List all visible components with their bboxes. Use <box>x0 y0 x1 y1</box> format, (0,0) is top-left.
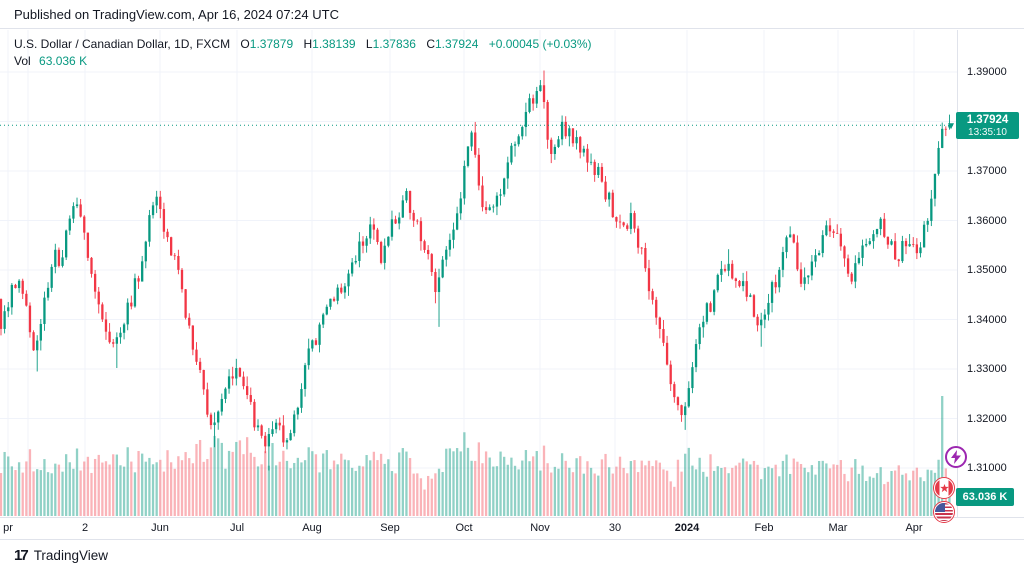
symbol-title[interactable]: U.S. Dollar / Canadian Dollar, 1D, FXCM <box>14 37 231 51</box>
time-scale-label: pr <box>3 522 13 534</box>
tradingview-brand: TradingView <box>33 548 108 563</box>
volume-value: 63.036 K <box>39 54 88 68</box>
time-scale-label: Apr <box>905 522 923 534</box>
time-scale-label: Jul <box>229 522 245 534</box>
ohlc-open-label: O <box>240 37 250 51</box>
candles <box>0 70 951 471</box>
price-scale-label: 1.37000 <box>967 165 1007 177</box>
canada-flag-icon[interactable] <box>933 477 955 499</box>
us-flag-icon[interactable] <box>933 501 955 523</box>
ohlc-low-label: L <box>365 37 373 51</box>
volume-label: Vol <box>14 54 31 68</box>
price-scale-label: 1.33000 <box>967 363 1007 375</box>
published-text: Published on TradingView.com, Apr 16, 20… <box>14 7 339 22</box>
time-scale-label: 30 <box>608 522 622 534</box>
price-scale-label: 1.35000 <box>967 264 1007 276</box>
last-price-badge: 1.37924 13:35:10 <box>956 112 1019 139</box>
bar-countdown: 13:35:10 <box>968 127 1007 138</box>
price-scale[interactable]: 1.39000 1.37000 1.36000 1.35000 1.34000 1.330… <box>957 30 1024 517</box>
us-flag <box>935 503 953 521</box>
ohlc-open-value: 1.37879 <box>249 37 294 51</box>
published-bar: Published on TradingView.com, Apr 16, 20… <box>0 0 1024 29</box>
ohlc-high-value: 1.38139 <box>312 37 356 51</box>
price-scale-label: 1.31000 <box>967 462 1007 474</box>
time-scale-label: Sep <box>380 522 400 534</box>
time-scale-label: 2 <box>81 522 89 534</box>
price-scale-label: 1.34000 <box>967 313 1007 326</box>
time-scale-label: Feb <box>754 522 774 534</box>
price-chart[interactable] <box>0 30 957 517</box>
canada-flag <box>935 479 953 497</box>
tradingview-logo[interactable]: 17 TradingView <box>14 547 108 564</box>
price-scale-label: 1.32000 <box>967 412 1007 425</box>
time-scale-label: Nov <box>530 522 550 534</box>
time-scale[interactable]: pr 2 Jun Jul Aug Sep Oct Nov 30 2024 Feb Mar Apr <box>0 517 1024 540</box>
last-price: 1.37924 <box>966 114 1009 126</box>
grid-lines <box>0 30 957 517</box>
time-scale-label: Oct <box>455 522 473 534</box>
time-scale-label: Mar <box>828 522 848 534</box>
price-scale-label: 1.39000 <box>967 66 1007 78</box>
ohlc-close-label: C <box>426 37 435 51</box>
footer: 17 TradingView <box>0 540 1024 571</box>
last-price-arrow-icon <box>948 123 954 130</box>
tradingview-logo-glyph: 17 <box>14 547 29 564</box>
time-scale-label: Aug <box>302 522 322 534</box>
chart-legend: U.S. Dollar / Canadian Dollar, 1D, FXCM … <box>14 36 591 70</box>
volume-bars <box>0 396 951 516</box>
volume-value-badge: 63.036 K <box>956 488 1014 506</box>
time-scale-label: Jun <box>151 522 169 534</box>
ohlc-close-value: 1.37924 <box>435 37 479 51</box>
ohlc-high-label: H <box>303 37 313 51</box>
ohlc-low-value: 1.37836 <box>372 37 416 51</box>
change-value: +0.00045 (+0.03%) <box>488 37 592 51</box>
time-scale-label: 2024 <box>674 522 700 534</box>
us-flag-canton <box>935 503 945 512</box>
lightning-icon[interactable] <box>945 446 967 468</box>
price-scale-label: 1.36000 <box>967 214 1007 227</box>
